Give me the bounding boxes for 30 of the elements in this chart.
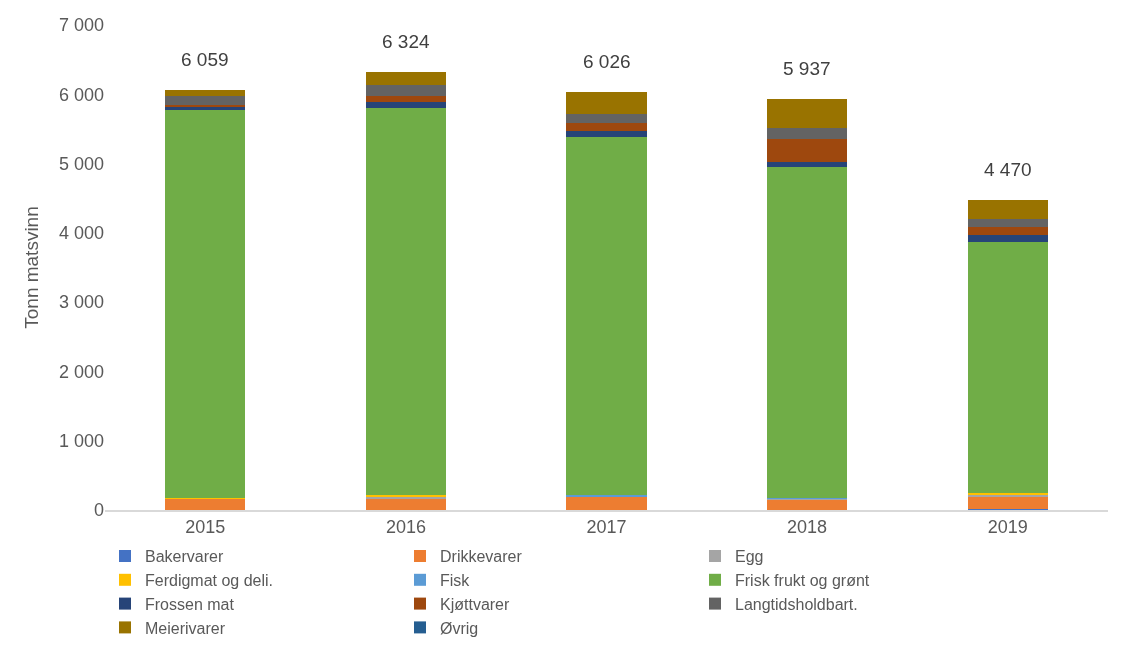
x-tick-label: 2015 [185, 517, 226, 538]
legend-label: Meierivarer [145, 619, 226, 637]
legend-label: Fisk [440, 572, 471, 590]
legend-label: Frossen mat [145, 595, 235, 613]
y-tick-label: 4 000 [58, 223, 104, 244]
y-tick-label: 6 000 [58, 84, 104, 105]
legend-label: Frisk frukt og grønt [735, 572, 870, 590]
total-label: 6 059 [181, 49, 229, 70]
legend-label: Egg [735, 548, 764, 566]
y-tick-label: 2 000 [58, 361, 104, 382]
legend-label: Ferdigmat og deli. [145, 572, 274, 590]
y-tick-label: 0 [93, 500, 104, 521]
legend-label: Bakervarer [145, 548, 224, 566]
y-tick-label: 7 000 [58, 15, 104, 36]
legend-label: Kjøttvarer [440, 595, 511, 613]
total-label: 4 470 [984, 159, 1032, 180]
total-label: 5 937 [783, 58, 831, 79]
y-axis-title: Tonn matsvinn [20, 206, 42, 329]
total-label: 6 324 [382, 31, 430, 52]
x-tick-label: 2018 [787, 517, 828, 538]
x-tick-label: 2019 [987, 517, 1028, 538]
legend-label: Drikkevarer [440, 548, 523, 566]
legend-label: Øvrig [440, 619, 479, 637]
y-tick-label: 5 000 [58, 153, 104, 174]
y-tick-label: 3 000 [58, 292, 104, 313]
legend-label: Langtidsholdbart. [735, 595, 858, 613]
x-tick-label: 2016 [385, 517, 426, 538]
x-tick-label: 2017 [586, 517, 627, 538]
total-label: 6 026 [583, 51, 631, 72]
y-tick-label: 1 000 [58, 431, 104, 452]
